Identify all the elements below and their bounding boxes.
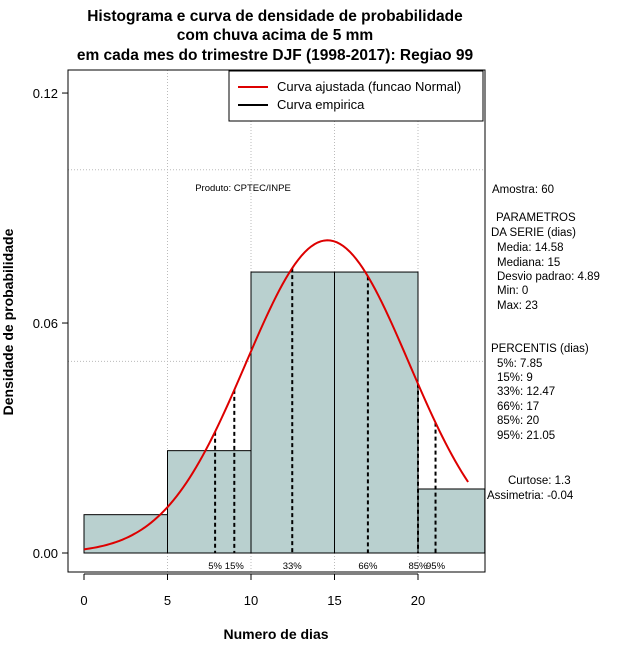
percentile-label-2: 33% bbox=[283, 561, 303, 572]
stat-min: Min: 0 bbox=[497, 285, 528, 297]
stat-kurtosis: Curtose: 1.3 bbox=[508, 475, 571, 487]
percentile-label-4: 85% bbox=[408, 561, 428, 572]
y-tick-label-2: 0.12 bbox=[33, 86, 58, 101]
percentile-markers: 5% 15% 33% 66% 85%95% bbox=[208, 268, 446, 572]
percentile-label-3: 66% bbox=[358, 561, 378, 572]
axes: 0 5 10 15 20 0.00 0.06 0.12 bbox=[33, 69, 486, 608]
percentiles-title: PERCENTIS (dias) bbox=[491, 343, 589, 355]
normal-fit-curve bbox=[83, 239, 469, 551]
stat-p85: 85%: 20 bbox=[497, 415, 539, 427]
parameters-title: PARAMETROS bbox=[496, 212, 576, 224]
x-tick-label-3: 15 bbox=[327, 593, 341, 608]
x-tick-label-1: 5 bbox=[164, 593, 171, 608]
percentile-label-1: 15% bbox=[225, 561, 245, 572]
stat-p5: 5%: 7.85 bbox=[497, 358, 542, 370]
x-axis-label: Numero de dias bbox=[223, 626, 328, 642]
chart-title-line-3: em cada mes do trimestre DJF (1998-2017)… bbox=[77, 47, 474, 64]
stat-max: Max: 23 bbox=[497, 300, 538, 312]
y-axis-label: Densidade de probabilidade bbox=[0, 228, 16, 415]
legend-box bbox=[228, 70, 484, 122]
chart-title-line-1: Histograma e curva de densidade de proba… bbox=[87, 8, 463, 25]
parameters-subtitle: DA SERIE (dias) bbox=[491, 227, 576, 239]
legend-label-normal: Curva ajustada (funcao Normal) bbox=[277, 79, 461, 94]
stat-p95: 95%: 21.05 bbox=[497, 430, 555, 442]
histogram-bar-1 bbox=[167, 450, 252, 554]
stat-mean: Media: 14.58 bbox=[497, 242, 564, 254]
histogram-bars bbox=[83, 271, 486, 554]
stat-p66: 66%: 17 bbox=[497, 401, 539, 413]
legend: Curva ajustada (funcao Normal) Curva emp… bbox=[228, 70, 484, 122]
histogram-bar-3 bbox=[417, 488, 486, 554]
chart-title-line-2: com chuva acima de 5 mm bbox=[177, 27, 373, 44]
stat-p33: 33%: 12.47 bbox=[497, 386, 555, 398]
stat-skewness: Assimetria: -0.04 bbox=[487, 490, 574, 502]
grid-layer bbox=[68, 70, 485, 572]
percentile-label-0: 5% bbox=[208, 561, 222, 572]
x-tick-label-2: 10 bbox=[244, 593, 258, 608]
x-tick-label-0: 0 bbox=[80, 593, 87, 608]
legend-label-empirical: Curva empirica bbox=[277, 97, 365, 112]
statistics-panel: Amostra: 60 PARAMETROS DA SERIE (dias) M… bbox=[487, 184, 600, 502]
stat-median: Mediana: 15 bbox=[497, 257, 560, 269]
sample-size: Amostra: 60 bbox=[492, 184, 554, 196]
y-tick-label-1: 0.06 bbox=[33, 316, 58, 331]
plot-frame bbox=[67, 69, 486, 573]
product-annotation: Produto: CPTEC/INPE bbox=[195, 183, 291, 194]
stat-stddev: Desvio padrao: 4.89 bbox=[497, 271, 600, 283]
x-tick-label-4: 20 bbox=[411, 593, 425, 608]
stat-p15: 15%: 9 bbox=[497, 372, 533, 384]
normal-fit-line bbox=[83, 239, 469, 551]
percentile-label-5: 95% bbox=[426, 561, 446, 572]
y-tick-label-0: 0.00 bbox=[33, 546, 58, 561]
